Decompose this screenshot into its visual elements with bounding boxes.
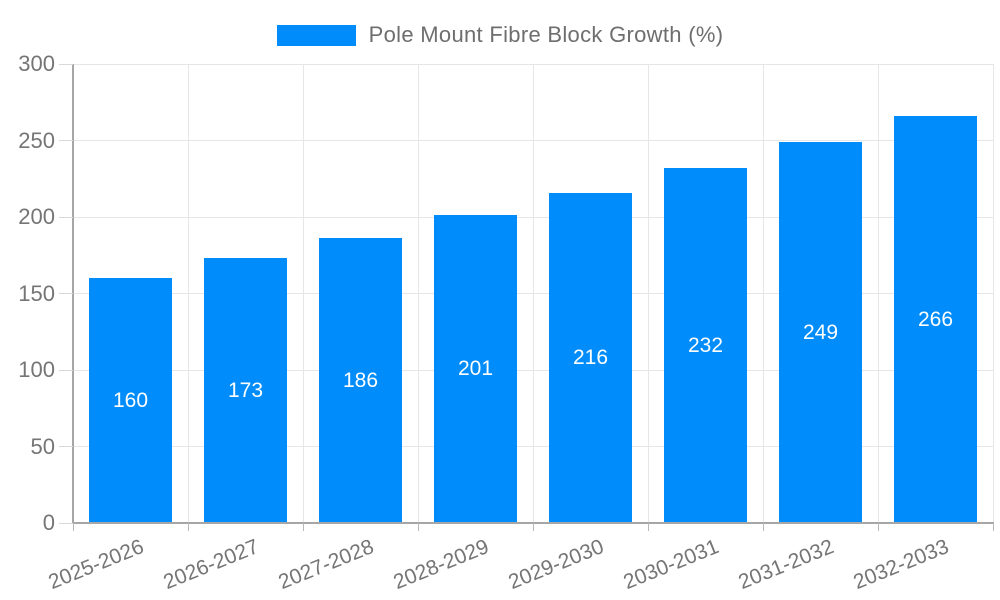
y-axis-tick	[59, 369, 73, 371]
x-axis-label: 2025-2026	[45, 535, 148, 594]
x-axis-tick	[187, 523, 189, 531]
y-axis-label: 150	[18, 280, 55, 306]
bar-value-label: 266	[917, 307, 954, 331]
x-axis-tick	[762, 523, 764, 531]
bar-value-label: 186	[342, 368, 379, 392]
y-axis-label: 50	[30, 433, 55, 459]
x-axis-tick	[877, 523, 879, 531]
x-axis-tick	[302, 523, 304, 531]
y-axis-tick	[59, 216, 73, 218]
x-axis-label: 2029-2030	[505, 535, 608, 594]
y-axis-label: 300	[18, 51, 55, 76]
x-axis-label: 2031-2032	[735, 535, 838, 594]
bar-value-label: 249	[802, 320, 839, 344]
v-gridline	[762, 64, 764, 523]
y-axis-tick	[59, 522, 73, 524]
v-gridline	[532, 64, 534, 523]
y-axis-line	[72, 64, 74, 524]
x-axis-tick	[72, 523, 74, 531]
x-axis-label: 2032-2033	[850, 535, 953, 594]
bar-value-label: 173	[227, 378, 264, 402]
bar[interactable]	[434, 215, 517, 523]
bar[interactable]	[204, 258, 287, 523]
chart-legend[interactable]: Pole Mount Fibre Block Growth (%)	[0, 22, 1000, 48]
v-gridline	[187, 64, 189, 523]
y-axis-tick	[59, 293, 73, 294]
v-gridline	[302, 64, 304, 523]
bar[interactable]	[549, 192, 632, 523]
y-axis-label: 100	[18, 357, 55, 382]
bar[interactable]	[779, 142, 862, 523]
x-axis-tick	[417, 523, 419, 531]
y-axis-tick	[59, 446, 73, 447]
x-axis-tick	[647, 523, 649, 531]
v-gridline	[647, 64, 649, 523]
x-axis-label: 2027-2028	[275, 535, 378, 594]
bar[interactable]	[894, 116, 977, 523]
x-axis-label: 2026-2027	[160, 535, 263, 594]
x-axis-tick	[992, 523, 994, 531]
y-axis-label: 250	[18, 127, 55, 153]
bar[interactable]	[319, 238, 402, 523]
x-axis-label: 2030-2031	[620, 535, 723, 594]
y-axis-tick	[59, 140, 73, 141]
legend-swatch	[276, 24, 356, 46]
x-axis-tick	[532, 523, 534, 531]
bar-value-label: 160	[112, 388, 149, 412]
bar-value-label: 232	[687, 333, 724, 357]
bar-value-label: 216	[572, 345, 609, 369]
bar-value-label: 201	[457, 357, 494, 381]
bar[interactable]	[89, 278, 172, 523]
x-axis-label: 2028-2029	[390, 535, 493, 594]
y-axis-label: 0	[42, 510, 55, 535]
v-gridline	[417, 64, 419, 523]
legend-label: Pole Mount Fibre Block Growth (%)	[368, 22, 724, 47]
v-gridline	[877, 64, 879, 523]
y-axis-label: 200	[18, 204, 55, 229]
y-axis-tick	[59, 63, 73, 65]
bar[interactable]	[664, 168, 747, 523]
v-gridline	[992, 64, 994, 523]
